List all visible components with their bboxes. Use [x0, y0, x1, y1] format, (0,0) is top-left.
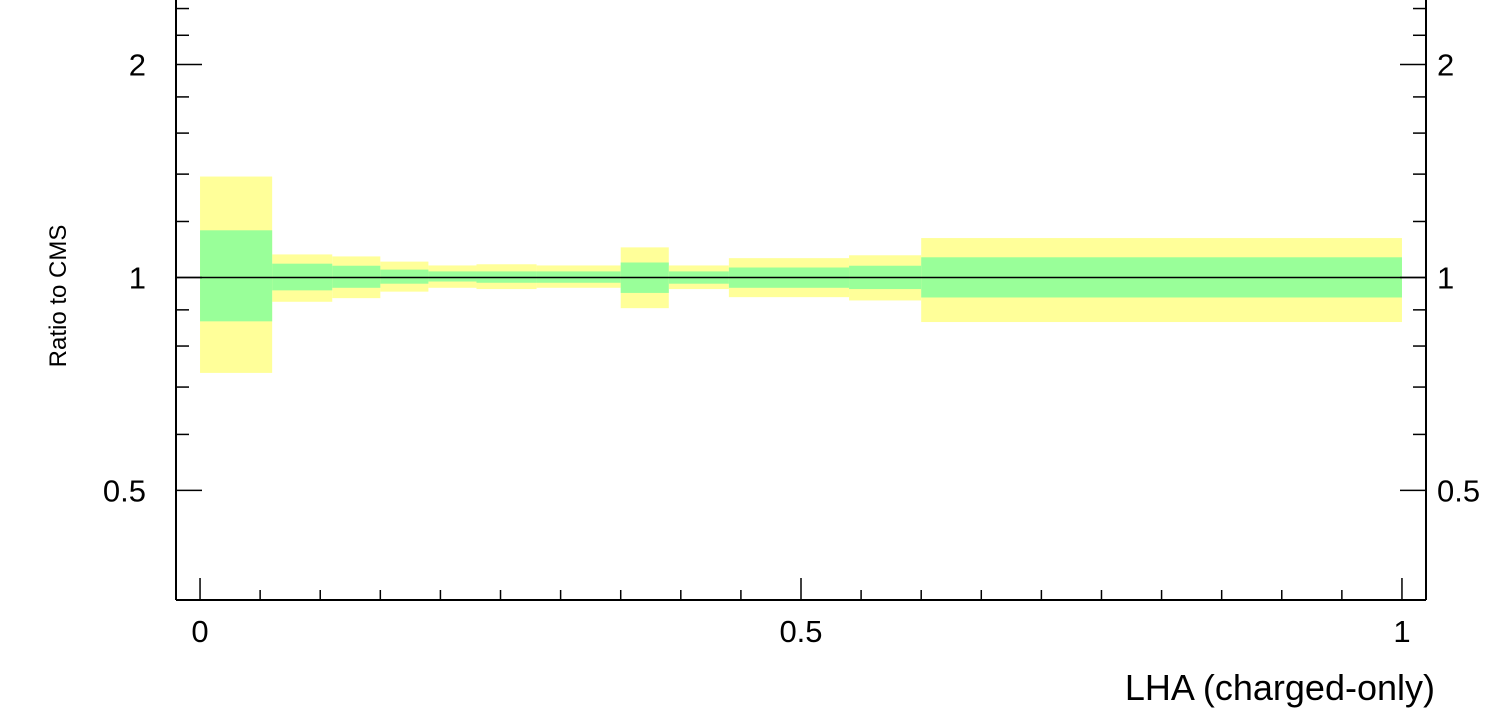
y-tick-label-left: 0.5 — [103, 473, 146, 508]
y-tick-label-right: 0.5 — [1437, 473, 1480, 508]
y-tick-label-right: 2 — [1437, 48, 1454, 83]
y-tick-label-right: 1 — [1437, 260, 1454, 295]
x-tick-label: 0.5 — [779, 614, 822, 649]
y-tick-label-left: 2 — [129, 48, 146, 83]
axis-ticks — [176, 7, 1426, 600]
x-tick-label: 0 — [191, 614, 208, 649]
x-tick-labels: 0 0.5 1 — [191, 614, 1410, 649]
inner-band-bin-4 — [428, 271, 477, 282]
inner-band-bin-3 — [380, 269, 429, 284]
right-y-tick-labels: 0.5 1 2 — [1437, 48, 1480, 509]
x-axis-title: LHA (charged-only) — [1125, 667, 1435, 708]
y-tick-label-left: 1 — [129, 260, 146, 295]
left-y-tick-labels: 0.5 1 2 — [103, 48, 146, 509]
x-tick-label: 1 — [1393, 614, 1410, 649]
y-axis-title: Ratio to CMS — [45, 225, 72, 368]
inner-band-bin-0 — [200, 230, 273, 322]
